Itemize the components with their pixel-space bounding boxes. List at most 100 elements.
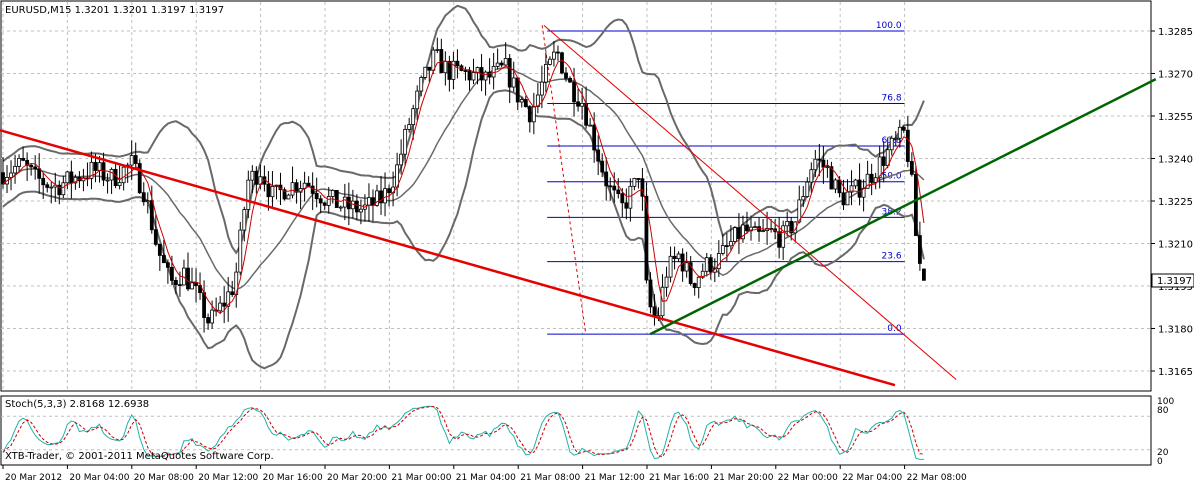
candle-body (250, 170, 255, 181)
price-tick-label: 1.3285 (1158, 27, 1193, 38)
candle-body (733, 227, 737, 242)
main-panel[interactable] (0, 0, 1152, 392)
fib-level-label: 100.0 (876, 21, 902, 31)
candle-body (700, 270, 705, 278)
time-tick-label: 20 Mar 20:00 (327, 473, 387, 483)
trend-lines[interactable] (0, 24, 1157, 387)
candle-body (708, 257, 713, 273)
candle-body (821, 159, 826, 168)
time-tick-label: 22 Mar 00:00 (778, 473, 838, 483)
candle-body (121, 166, 126, 184)
candle-body (105, 179, 110, 182)
candle-body (451, 60, 456, 80)
stoch-axis-bottom: 0 (1157, 457, 1163, 467)
candle-body (270, 186, 275, 198)
candle-body (290, 182, 295, 196)
candle-body (435, 49, 440, 51)
candle-body (527, 106, 532, 123)
candle-body (73, 176, 78, 184)
candle-body (97, 162, 102, 171)
candle-body (342, 196, 347, 208)
candle-body (93, 161, 98, 171)
candle-body (69, 171, 74, 184)
candle-body (194, 282, 198, 286)
time-tick-label: 21 Mar 20:00 (713, 473, 773, 483)
candle-body (157, 243, 162, 256)
fib-level-label: 23.6 (882, 252, 902, 262)
price-axis: 1.3285 1.3270 1.3255 1.3240 1.3225 1.3210 1.31… (1151, 27, 1193, 378)
candle-body (230, 291, 235, 295)
candle-body (889, 137, 894, 151)
candle-body (137, 163, 142, 194)
candle-body (334, 189, 339, 208)
stoch-level-80: 80 (1157, 406, 1169, 416)
candle-body (813, 158, 818, 171)
candle-body (845, 191, 850, 206)
candle-body (411, 108, 416, 126)
candle-body (9, 172, 13, 178)
candle-body (809, 169, 814, 183)
time-tick-label: 21 Mar 16:00 (649, 473, 709, 483)
fib-level-label: 76.8 (882, 94, 902, 104)
price-tick-label: 1.3180 (1158, 325, 1193, 336)
candle-body (749, 226, 753, 232)
candle-body (728, 241, 733, 247)
candle-body (174, 280, 178, 286)
candle-body (632, 178, 637, 187)
candle-body (552, 51, 556, 60)
candle-body (785, 220, 790, 227)
candle-body (797, 199, 802, 223)
copyright-text: XTB-Trader, © 2001-2011 MetaQuotes Softw… (5, 451, 274, 462)
candle-body (865, 173, 870, 189)
candle-body (471, 72, 476, 81)
candle-body (427, 66, 432, 71)
candle-body (897, 126, 902, 139)
candle-body (600, 160, 605, 173)
candle-body (226, 291, 231, 307)
candle-body (133, 155, 138, 164)
candle-body (881, 156, 886, 166)
candle-body (41, 177, 46, 186)
candle-body (17, 158, 21, 167)
candle-body (745, 224, 749, 232)
candle-body (21, 158, 26, 161)
candle-body (306, 182, 311, 187)
time-tick-label: 21 Mar 04:00 (456, 473, 516, 483)
candle-body (326, 196, 331, 206)
candle-body (535, 94, 540, 108)
indicator-panel[interactable] (0, 395, 1152, 466)
candle-body (556, 51, 560, 54)
candle-body (218, 302, 223, 312)
candle-body (893, 137, 898, 140)
candle-body (330, 189, 335, 197)
candle-body (387, 188, 391, 194)
candle-body (431, 49, 436, 71)
candle-body (318, 198, 323, 204)
candle-body (13, 165, 17, 174)
candle-body (210, 309, 215, 324)
candle-body (781, 225, 786, 248)
time-axis: 20 Mar 2012 20 Mar 04:00 20 Mar 08:00 20 Ma… (2, 465, 967, 483)
stoch-signal-line (2, 405, 924, 458)
candle-body (620, 193, 625, 204)
candle-body (487, 71, 492, 78)
candle-body (572, 81, 576, 103)
candle-body (89, 161, 94, 179)
candle-body (817, 158, 822, 161)
candle-body (202, 292, 206, 318)
candle-body (314, 193, 319, 200)
candle-body (519, 99, 524, 103)
symbol-header: EURUSD,M15 1.3201 1.3201 1.3197 1.3197 (5, 5, 225, 16)
candle-body (833, 179, 838, 190)
candle-body (294, 182, 299, 193)
candle-body (190, 282, 194, 290)
candle-body (805, 181, 810, 197)
candle-body (696, 276, 701, 288)
candle-body (580, 102, 584, 107)
bollinger-lower (2, 89, 925, 370)
candle-body (688, 262, 693, 284)
candle-body (61, 182, 66, 196)
fib-level-label: 50.0 (882, 172, 902, 182)
moving-average (2, 59, 925, 314)
